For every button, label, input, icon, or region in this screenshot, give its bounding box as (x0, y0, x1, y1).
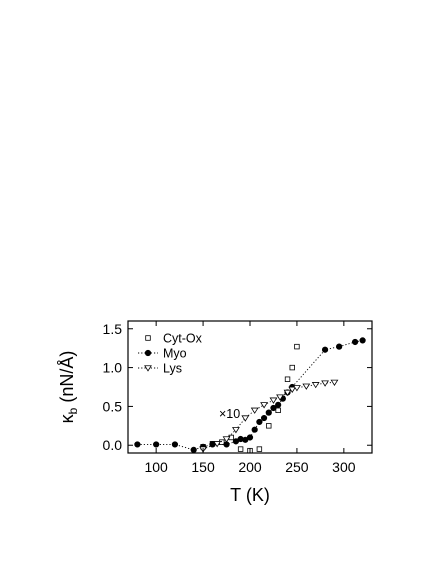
data-point-myo (246, 434, 254, 441)
y-axis-title-main: κ (57, 413, 77, 423)
data-point-lys (311, 382, 320, 389)
y-tick-label: 0.0 (103, 437, 123, 453)
data-point-myo (359, 337, 366, 344)
axis-ticks: 100 150 200 250 300 0.0 0.5 1.0 1.5 (103, 321, 372, 475)
x-tick-label: 200 (238, 459, 262, 475)
x-axis-title: T (K) (230, 485, 270, 505)
x-tick-label: 300 (332, 459, 356, 475)
data-point-myo (270, 404, 277, 412)
data-point-cyt-ox (266, 423, 272, 429)
legend-item-cyt-ox: Cyt-Ox (145, 332, 203, 346)
legend-marker-cyt-ox (145, 335, 151, 341)
data-point-cyt-ox (294, 343, 300, 350)
data-point-lys (260, 402, 268, 409)
data-point-lys (293, 385, 301, 392)
legend-marker-myo (144, 349, 152, 357)
legend-item-lys: Lys (138, 362, 182, 376)
data-point-lys (321, 380, 329, 387)
data-point-lys (283, 389, 292, 397)
y-axis-title-unit: (nN/Å) (57, 351, 77, 408)
data-point-myo (336, 343, 343, 350)
data-point-myo (251, 426, 258, 433)
data-point-lys (250, 407, 259, 414)
y-tick-label: 1.5 (103, 321, 123, 337)
data-point-myo (260, 414, 268, 422)
data-point-myo (352, 338, 359, 346)
data-point-myo (153, 441, 160, 448)
data-point-myo (265, 409, 272, 416)
data-point-cyt-ox (289, 364, 295, 371)
data-point-myo (134, 441, 141, 448)
data-point-cyt-ox (256, 446, 263, 452)
data-point-lys (232, 427, 240, 434)
data-point-lys (241, 415, 250, 422)
data-point-lys (222, 436, 231, 443)
series-layer (134, 337, 366, 454)
data-point-myo (256, 418, 263, 426)
legend-label-myo: Myo (163, 347, 187, 361)
data-point-myo (171, 441, 179, 448)
x-tick-label: 150 (191, 459, 215, 475)
data-point-cyt-ox (237, 446, 244, 452)
series-line-lys (202, 381, 335, 450)
data-point-cyt-ox (284, 376, 291, 382)
annotation-x10: ×10 (219, 407, 240, 421)
legend-label-lys: Lys (163, 362, 182, 376)
data-point-lys (213, 441, 222, 448)
data-point-myo (275, 401, 282, 408)
legend-label-cyt-ox: Cyt-Ox (163, 332, 203, 346)
data-point-myo (321, 346, 329, 353)
y-axis-title: κb (nN/Å) (57, 351, 80, 424)
data-point-cyt-ox (275, 407, 281, 413)
y-tick-label: 0.5 (103, 398, 123, 414)
data-point-lys (330, 379, 339, 386)
data-point-myo (190, 446, 197, 453)
legend-marker-lys (144, 365, 152, 372)
x-tick-label: 250 (285, 459, 309, 475)
data-point-lys (269, 397, 278, 404)
series-lys (199, 379, 339, 453)
data-point-lys (288, 386, 297, 393)
y-tick-label: 1.0 (103, 360, 123, 376)
data-point-lys (276, 394, 284, 401)
data-point-lys (302, 383, 311, 390)
y-axis-title-sub: b (66, 407, 80, 414)
x-tick-label: 100 (144, 459, 168, 475)
legend-item-myo: Myo (138, 347, 187, 361)
